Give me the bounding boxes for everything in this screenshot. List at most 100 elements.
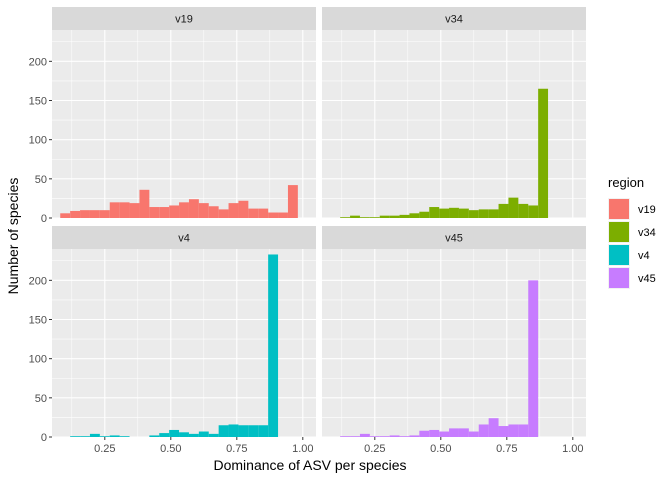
histogram-bar — [429, 207, 440, 218]
legend-label-v45: v45 — [638, 273, 656, 285]
histogram-bar — [258, 425, 269, 437]
histogram-bar — [149, 207, 160, 218]
histogram-bar — [340, 436, 351, 437]
histogram-bar — [169, 205, 180, 218]
histogram-bar — [478, 209, 489, 218]
histogram-bar — [70, 210, 81, 218]
y-tick-label: 50 — [35, 174, 47, 186]
y-tick-label: 200 — [29, 275, 47, 287]
x-tick-label: 0.75 — [226, 443, 247, 455]
histogram-bar — [99, 210, 110, 218]
histogram-bar — [449, 428, 459, 437]
x-tick-label: 0.50 — [430, 443, 451, 455]
histogram-bar — [99, 436, 110, 437]
histogram-bar — [248, 208, 259, 218]
histogram-bar — [518, 424, 529, 437]
facet-panel-v34: v34 — [322, 7, 586, 219]
histogram-bar — [399, 436, 410, 437]
histogram-bar — [439, 431, 450, 437]
histogram-bar — [268, 212, 279, 218]
facet-strip-label: v34 — [445, 14, 463, 26]
histogram-bar — [409, 213, 420, 218]
legend: region v19 v34 v4 v45 — [608, 175, 656, 289]
histogram-bar — [389, 435, 400, 437]
histogram-bar — [228, 424, 239, 437]
histogram-bar — [488, 418, 499, 437]
histogram-bar — [60, 213, 71, 218]
legend-key-v19 — [609, 199, 629, 219]
histogram-bar — [258, 208, 269, 218]
histogram-bar — [80, 210, 90, 218]
y-tick-label: 100 — [29, 354, 47, 366]
facet-strip — [52, 226, 316, 249]
histogram-bar — [498, 426, 509, 437]
facet-strip-label: v19 — [175, 14, 193, 26]
histogram-bar — [369, 217, 380, 218]
histogram-bar — [468, 210, 479, 218]
histogram-bar — [109, 202, 120, 218]
x-axis-title: Dominance of ASV per species — [214, 457, 407, 473]
histogram-bar — [528, 280, 539, 437]
histogram-bar — [248, 425, 259, 437]
facet-strip — [322, 7, 586, 30]
histogram-bar — [498, 203, 509, 218]
histogram-bar — [218, 209, 229, 218]
histogram-bar — [149, 435, 160, 437]
histogram-bar — [369, 436, 380, 437]
histogram-bar — [188, 433, 199, 437]
histogram-bar — [109, 435, 120, 437]
histogram-bar — [218, 425, 229, 437]
facet-panel-v45: v45 — [322, 226, 586, 438]
histogram-bar — [208, 433, 219, 437]
y-tick-label: 0 — [41, 213, 47, 225]
y-tick-label: 150 — [29, 315, 47, 327]
x-tick-label: 0.25 — [94, 443, 115, 455]
histogram-bar — [458, 428, 469, 437]
histogram-bar — [429, 429, 440, 437]
histogram-bar — [179, 202, 189, 218]
histogram-bar — [379, 215, 390, 218]
histogram-bar — [89, 210, 100, 218]
y-tick-label: 150 — [29, 96, 47, 108]
histogram-bar — [458, 208, 469, 218]
histogram-bar — [70, 436, 81, 437]
histogram-bar — [119, 202, 130, 218]
y-tick-label: 100 — [29, 135, 47, 147]
histogram-bar — [379, 436, 390, 437]
histogram-bar — [159, 207, 170, 218]
histogram-bar — [238, 200, 249, 218]
histogram-bar — [169, 429, 180, 437]
histogram-bar — [508, 424, 519, 437]
facet-strip-label: v45 — [445, 233, 463, 245]
histogram-bar — [449, 207, 459, 218]
legend-title: region — [608, 175, 644, 190]
histogram-bar — [208, 206, 219, 218]
histogram-bar — [198, 203, 209, 218]
histogram-bar — [478, 424, 489, 437]
histogram-bar — [508, 197, 519, 218]
histogram-bar — [350, 436, 360, 437]
histogram-bar — [80, 436, 90, 437]
histogram-bar — [119, 436, 130, 437]
legend-label-v4: v4 — [638, 250, 650, 262]
histogram-bar — [409, 435, 420, 437]
histogram-bar — [538, 88, 549, 218]
legend-key-v34 — [609, 222, 629, 242]
facet-panel-v19: v19 — [52, 7, 316, 219]
histogram-bar — [188, 199, 199, 218]
histogram-bar — [399, 214, 410, 218]
histogram-bar — [439, 208, 450, 218]
histogram-bar — [287, 185, 298, 218]
histogram-bar — [468, 431, 479, 437]
histogram-bar — [139, 189, 150, 218]
facet-strip-label: v4 — [178, 233, 190, 245]
histogram-bar — [340, 217, 351, 218]
histogram-bar — [268, 254, 279, 437]
histogram-bar — [359, 217, 370, 218]
histogram-bar — [159, 433, 170, 437]
histogram-bar — [179, 432, 189, 437]
y-tick-label: 50 — [35, 393, 47, 405]
x-tick-label: 1.00 — [562, 443, 583, 455]
legend-label-v34: v34 — [638, 227, 656, 239]
